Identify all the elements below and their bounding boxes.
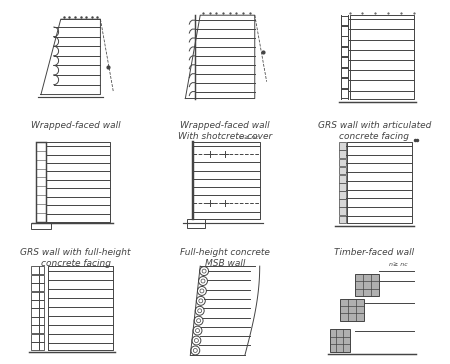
Bar	[40, 342, 45, 350]
Bar	[40, 266, 45, 274]
Bar	[40, 292, 45, 300]
Text: GRS wall with articulated
concrete facing: GRS wall with articulated concrete facin…	[318, 121, 431, 141]
Bar	[330, 329, 350, 352]
Bar	[341, 88, 347, 98]
Bar	[341, 57, 347, 67]
Bar	[31, 266, 40, 274]
Bar	[40, 334, 45, 342]
Bar	[339, 191, 346, 199]
Bar	[341, 78, 347, 88]
Bar	[339, 142, 346, 150]
Text: Wrapped-faced wall
With shotcrete cover: Wrapped-faced wall With shotcrete cover	[178, 121, 272, 141]
Text: Full-height concrete
MSB wall: Full-height concrete MSB wall	[180, 248, 270, 268]
Bar	[31, 292, 40, 300]
Bar	[339, 167, 346, 174]
Bar	[40, 308, 45, 317]
Bar	[40, 317, 45, 325]
Bar	[40, 325, 45, 333]
Bar	[31, 308, 40, 317]
Bar	[31, 223, 51, 229]
Bar	[40, 283, 45, 291]
Bar	[341, 68, 347, 77]
Text: GRS wall with full-height
concrete facing: GRS wall with full-height concrete facin…	[20, 248, 131, 268]
Bar	[339, 199, 346, 207]
Bar	[339, 207, 346, 215]
Text: n≥ nc: n≥ nc	[240, 135, 258, 140]
Bar	[31, 317, 40, 325]
Bar	[40, 300, 45, 308]
Bar	[339, 183, 346, 191]
Text: Wrapped-faced wall: Wrapped-faced wall	[31, 121, 121, 130]
Bar	[31, 342, 40, 350]
Bar	[339, 215, 346, 223]
Bar	[40, 275, 45, 283]
Bar	[187, 218, 205, 229]
Bar	[341, 47, 347, 56]
Bar	[36, 142, 46, 222]
Bar	[31, 300, 40, 308]
Bar	[339, 159, 346, 166]
Bar	[341, 36, 347, 46]
Bar	[355, 274, 379, 296]
Bar	[341, 16, 347, 25]
Bar	[341, 26, 347, 36]
Bar	[31, 334, 40, 342]
Bar	[339, 150, 346, 158]
Text: n≥ nc: n≥ nc	[389, 262, 408, 267]
Text: Timber-faced wall: Timber-faced wall	[334, 248, 414, 257]
Bar	[31, 275, 40, 283]
Bar	[339, 175, 346, 183]
Bar	[31, 325, 40, 333]
Bar	[31, 283, 40, 291]
Bar	[340, 299, 364, 321]
